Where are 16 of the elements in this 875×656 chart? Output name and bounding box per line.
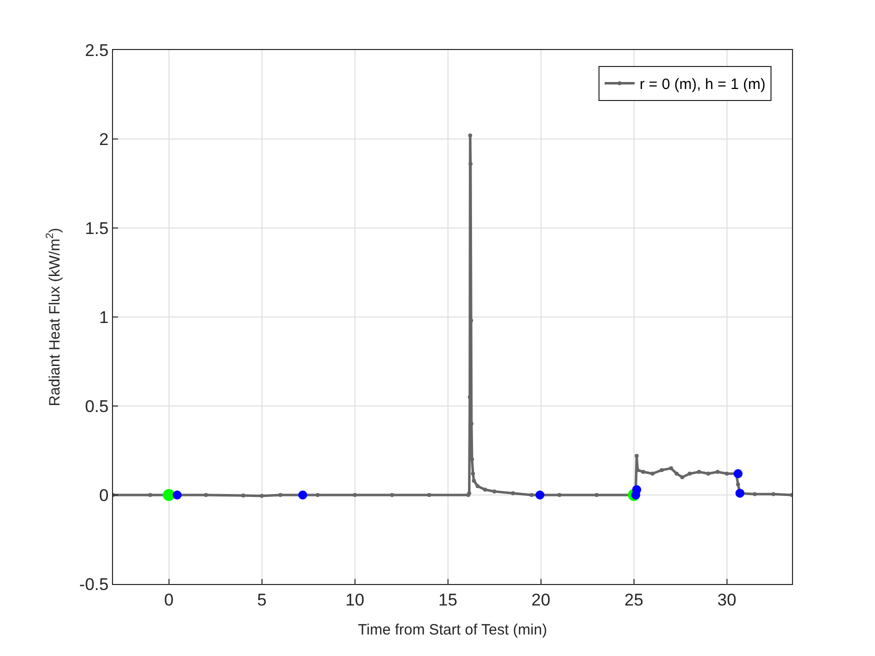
legend-label: r = 0 (m), h = 1 (m): [640, 76, 766, 94]
x-tick-label: 10: [345, 590, 364, 610]
x-tick-label: 20: [531, 590, 550, 610]
x-tick-label: 15: [438, 590, 458, 610]
y-tick-label: -0.5: [79, 574, 109, 594]
y-tick-label: 0: [99, 486, 109, 505]
x-tick-label: 30: [717, 590, 736, 610]
y-tick-label: 2: [99, 130, 109, 149]
x-axis-title: Time from Start of Test (min): [358, 621, 548, 638]
x-tick-label: 5: [257, 590, 267, 610]
x-tick-label: 0: [164, 590, 174, 610]
y-tick-label: 0.5: [84, 396, 109, 416]
x-tick-label: 25: [624, 590, 644, 610]
y-tick-label: 1.5: [84, 218, 109, 238]
y-tick-label: 1: [99, 308, 109, 327]
y-tick-label: 2.5: [84, 40, 109, 60]
